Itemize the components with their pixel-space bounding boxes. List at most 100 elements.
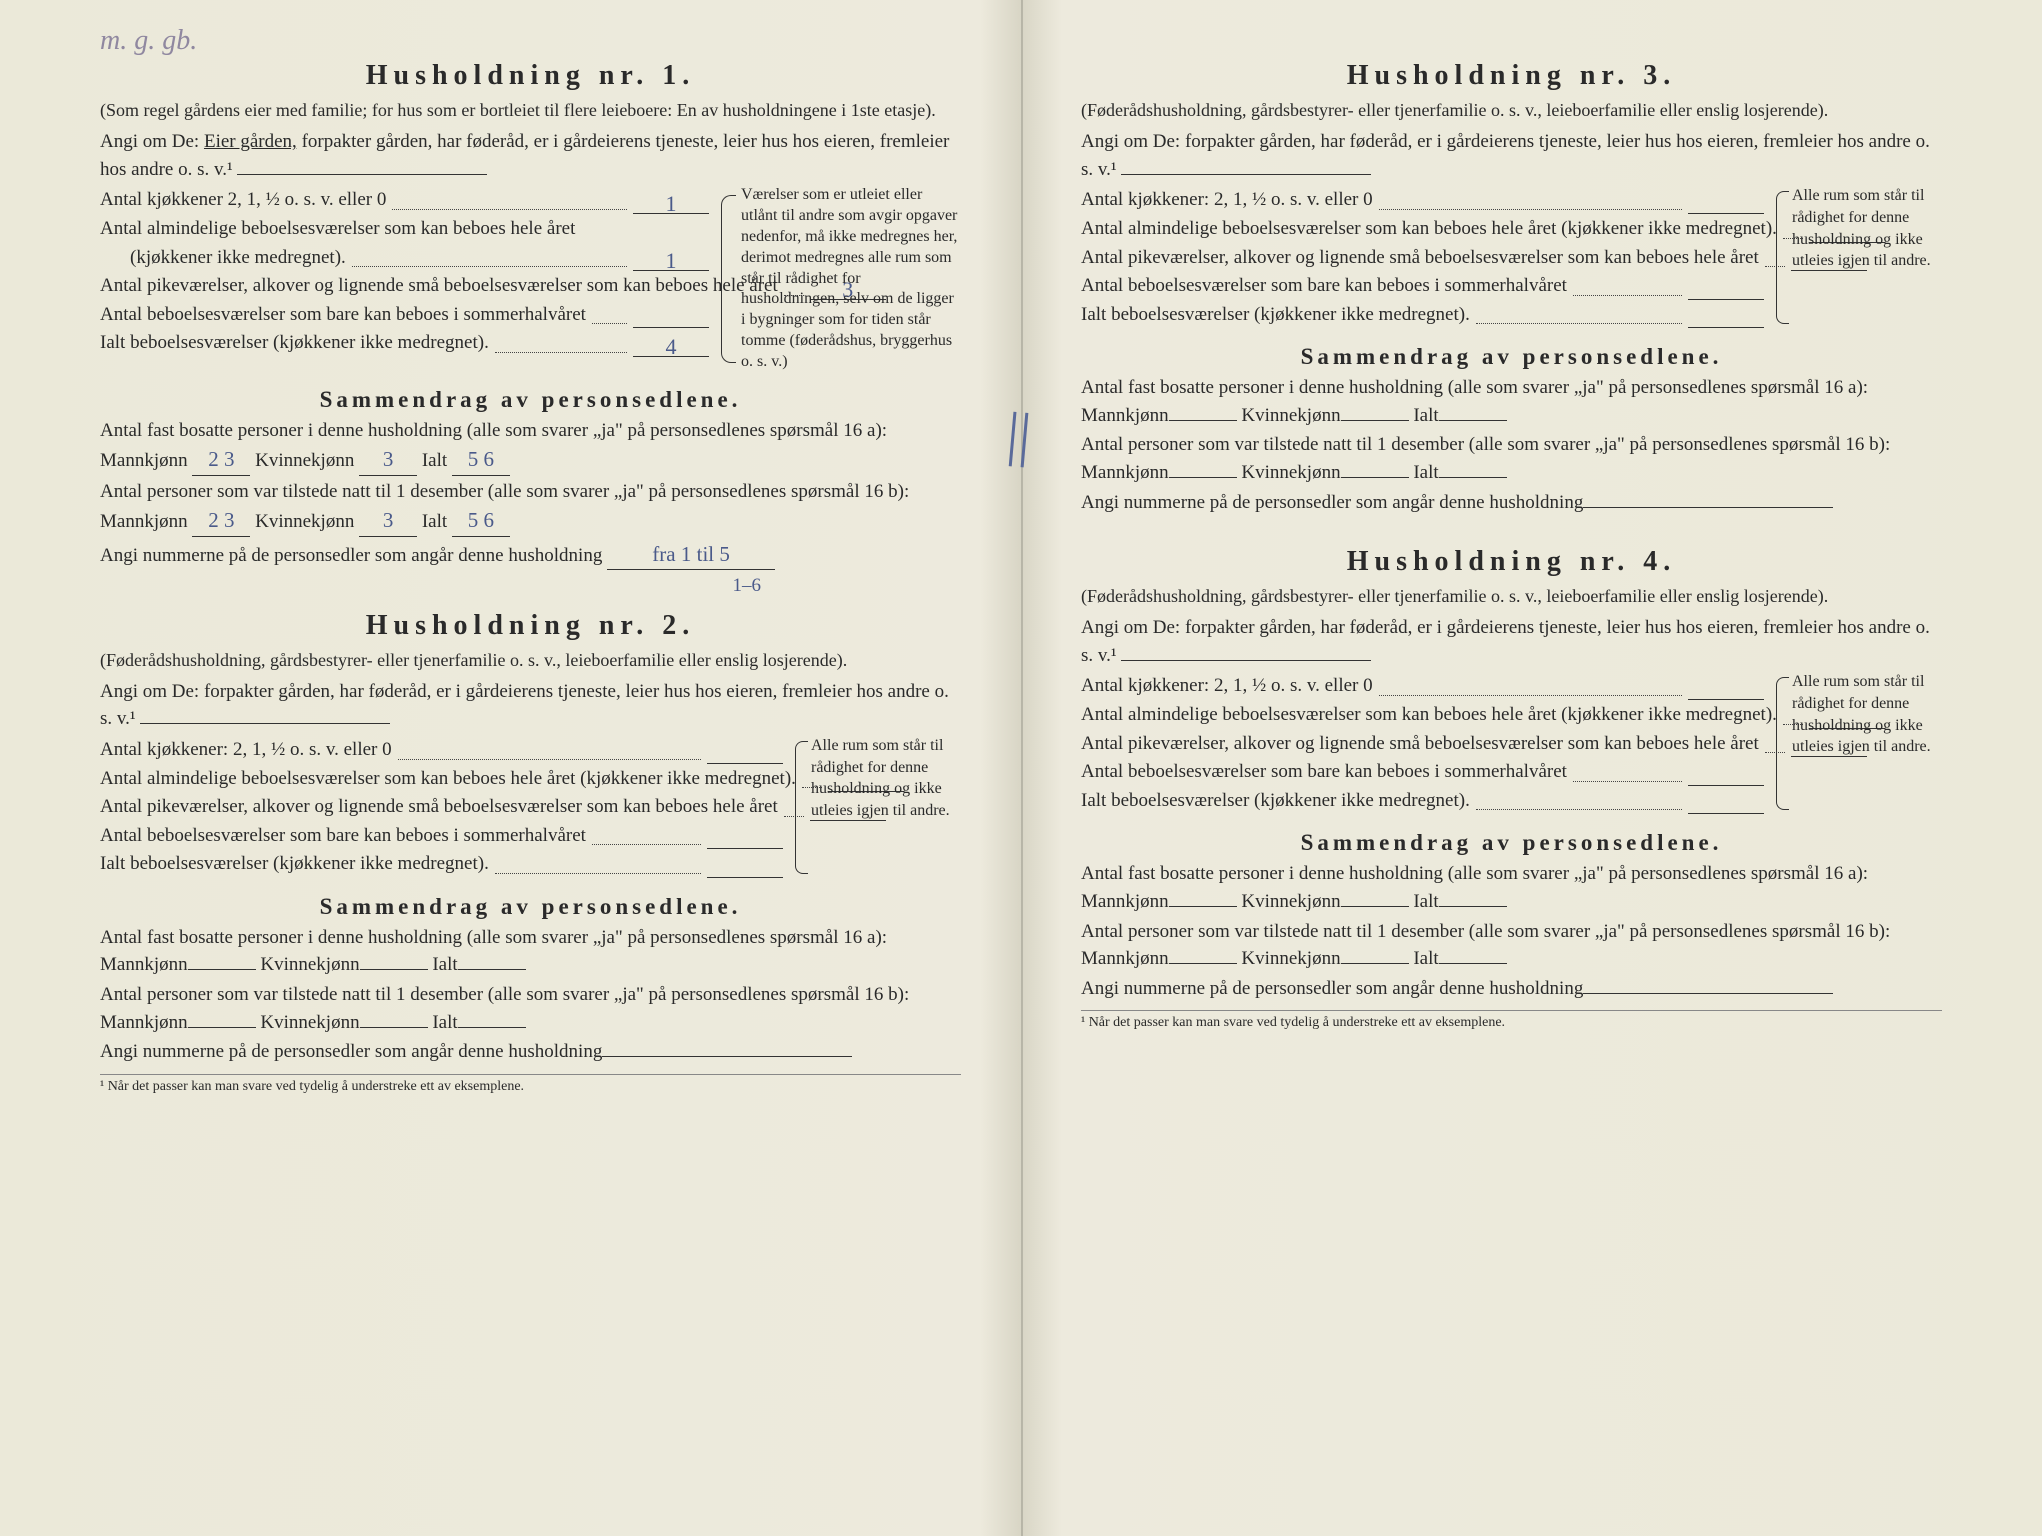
dots (495, 352, 627, 353)
row-alm: Antal almindelige beboelsesværelser som … (1081, 702, 1764, 729)
row-alm: Antal almindelige beboelsesværelser som … (100, 766, 783, 793)
row-sommer: Antal beboelsesværelser som bare kan beb… (1081, 759, 1764, 786)
fast-k-value[interactable]: 3 (359, 444, 417, 475)
i-value[interactable] (1439, 963, 1507, 964)
row-kjokkener: Antal kjøkkener: 2, 1, ½ o. s. v. eller … (1081, 673, 1764, 700)
nummerne-value-2: 1–6 (733, 575, 762, 596)
tilstede-k-value[interactable]: 3 (359, 505, 417, 536)
dots (392, 209, 627, 210)
row-pike: Antal pikeværelser, alkover og lignende … (100, 273, 709, 300)
section-4-title: Husholdning nr. 4. (1081, 546, 1942, 578)
m-value[interactable] (1169, 477, 1237, 478)
label: Antal almindelige beboelsesværelser som … (1081, 702, 1777, 729)
value[interactable] (707, 824, 783, 849)
label: Antal pikeværelser, alkover og lignende … (1081, 245, 1759, 272)
dots (1379, 695, 1682, 696)
label: Angi nummerne på de personsedler som ang… (1081, 492, 1583, 513)
alm-value[interactable]: 1 (633, 246, 709, 271)
rooms-left: Antal kjøkkener: 2, 1, ½ o. s. v. eller … (100, 735, 783, 880)
sommer-value[interactable] (633, 303, 709, 328)
section-4-angi: Angi om De: forpakter gården, har føderå… (1081, 614, 1942, 669)
dots (495, 873, 701, 874)
value[interactable] (1688, 275, 1764, 300)
m-value[interactable] (1169, 906, 1237, 907)
m-value[interactable] (1169, 963, 1237, 964)
row-kjokkener: Antal kjøkkener 2, 1, ½ o. s. v. eller 0… (100, 187, 709, 214)
row-ialt: Ialt beboelsesværelser (kjøkkener ikke m… (100, 851, 783, 878)
value[interactable] (1583, 507, 1833, 508)
nummerne-alt: 1–6 (100, 572, 961, 600)
m-value[interactable] (1169, 420, 1237, 421)
kjokkener-value[interactable]: 1 (633, 189, 709, 214)
alm-note: (kjøkkener ikke medregnet). (130, 245, 346, 272)
ialt-value[interactable]: 4 (633, 332, 709, 357)
label: Ialt beboelsesværelser (kjøkkener ikke m… (1081, 788, 1470, 815)
value[interactable] (707, 739, 783, 764)
dots (1573, 781, 1682, 782)
section-3-nummerne: Angi nummerne på de personsedler som ang… (1081, 489, 1942, 517)
section-4-rooms-block: Antal kjøkkener: 2, 1, ½ o. s. v. eller … (1081, 671, 1942, 816)
k-label: Kvinnekjønn (260, 954, 359, 975)
section-4-sammendrag-title: Sammendrag av personsedlene. (1081, 830, 1942, 856)
label: Ialt beboelsesværelser (kjøkkener ikke m… (1081, 302, 1470, 329)
i-value[interactable] (1439, 906, 1507, 907)
value[interactable] (1583, 993, 1833, 994)
section-3-angi: Angi om De: forpakter gården, har føderå… (1081, 128, 1942, 183)
tilstede-i-value[interactable]: 5 6 (452, 505, 510, 536)
alm-label: Antal almindelige beboelsesværelser som … (100, 216, 575, 243)
value[interactable] (1688, 303, 1764, 328)
value[interactable] (1688, 675, 1764, 700)
section-3-title: Husholdning nr. 3. (1081, 60, 1942, 92)
fast-m-value[interactable]: 2 3 (192, 444, 250, 475)
value[interactable] (1688, 789, 1764, 814)
document-spread: m. g. gb. || Husholdning nr. 1. (Som reg… (0, 0, 2042, 1536)
dots (592, 844, 701, 845)
nummerne-value[interactable]: fra 1 til 5 (607, 539, 775, 570)
value[interactable] (602, 1056, 852, 1057)
section-2-subtitle: (Føderådshusholdning, gårdsbestyrer- ell… (100, 648, 961, 672)
left-page: m. g. gb. || Husholdning nr. 1. (Som reg… (0, 0, 1021, 1536)
i-value[interactable] (458, 969, 526, 970)
m-value[interactable] (188, 969, 256, 970)
tilstede-m-value[interactable]: 2 3 (192, 505, 250, 536)
i-label: Ialt (1413, 948, 1438, 969)
section-1-angi: Angi om De: Eier gården, forpakter gårde… (100, 128, 961, 183)
i-value[interactable] (1439, 420, 1507, 421)
value[interactable] (1688, 761, 1764, 786)
right-page: Husholdning nr. 3. (Føderådshusholdning,… (1021, 0, 2042, 1536)
section-2-sidenote: Alle rum som står til rådighet for denne… (795, 735, 961, 880)
value[interactable] (1688, 189, 1764, 214)
k-value[interactable] (1341, 963, 1409, 964)
i-label: Ialt (432, 954, 457, 975)
rooms-left: Antal kjøkkener: 2, 1, ½ o. s. v. eller … (1081, 185, 1764, 330)
fast-i-value[interactable]: 5 6 (452, 444, 510, 475)
text: Antal fast bosatte personer i denne hush… (1081, 377, 1868, 426)
angi-text: Angi om De: forpakter gården, har føderå… (1081, 617, 1930, 666)
k-value[interactable] (1341, 477, 1409, 478)
k-value[interactable] (360, 1027, 428, 1028)
section-1-nummerne: Angi nummerne på de personsedler som ang… (100, 539, 961, 570)
i-value[interactable] (1439, 477, 1507, 478)
dots (1476, 809, 1682, 810)
section-2-sammendrag-title: Sammendrag av personsedlene. (100, 894, 961, 920)
i-label: Ialt (1413, 462, 1438, 483)
fast-i-label: Ialt (422, 450, 447, 471)
value[interactable] (707, 853, 783, 878)
m-value[interactable] (188, 1027, 256, 1028)
k-value[interactable] (1341, 420, 1409, 421)
section-3-rooms-block: Antal kjøkkener: 2, 1, ½ o. s. v. eller … (1081, 185, 1942, 330)
row-sommer: Antal beboelsesværelser som bare kan beb… (1081, 273, 1764, 300)
label: Antal pikeværelser, alkover og lignende … (1081, 731, 1759, 758)
row-ialt: Ialt beboelsesværelser (kjøkkener ikke m… (1081, 788, 1764, 815)
text: Antal personer som var tilstede natt til… (100, 984, 909, 1033)
label: Angi nummerne på de personsedler som ang… (1081, 978, 1583, 999)
i-value[interactable] (458, 1027, 526, 1028)
row-kjokkener: Antal kjøkkener: 2, 1, ½ o. s. v. eller … (100, 737, 783, 764)
angi-blank (140, 723, 390, 724)
label: Antal kjøkkener: 2, 1, ½ o. s. v. eller … (100, 737, 392, 764)
label: Antal almindelige beboelsesværelser som … (1081, 216, 1777, 243)
dots (352, 266, 627, 267)
k-value[interactable] (1341, 906, 1409, 907)
k-value[interactable] (360, 969, 428, 970)
rooms-left: Antal kjøkkener: 2, 1, ½ o. s. v. eller … (1081, 671, 1764, 816)
